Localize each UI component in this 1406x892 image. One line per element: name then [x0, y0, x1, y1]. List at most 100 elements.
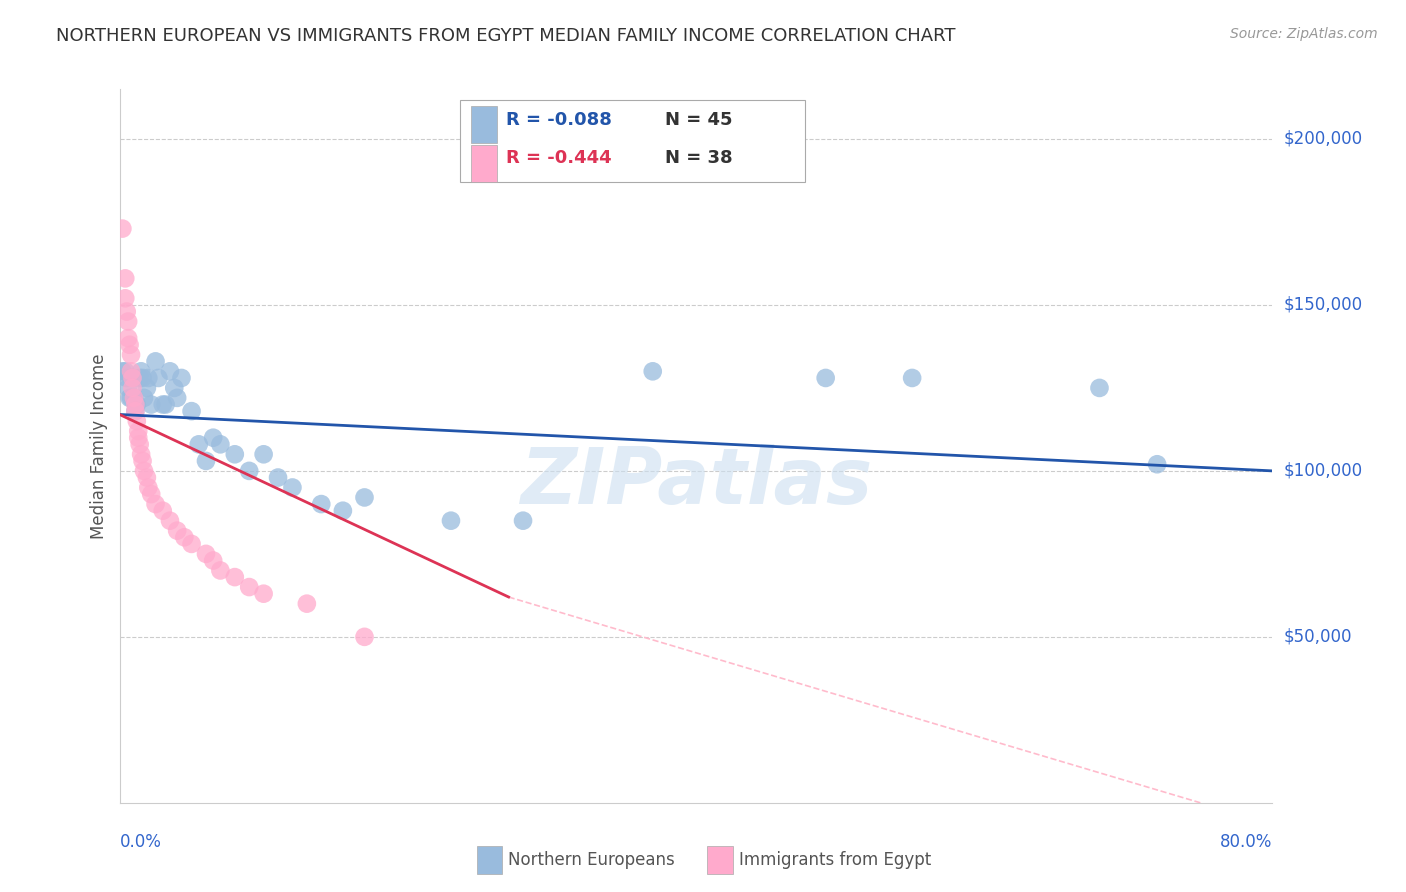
Point: [155, 397, 177, 411]
Text: N = 38: N = 38: [665, 150, 733, 168]
Point: [159, 514, 181, 528]
Point: [145, 497, 167, 511]
Point: [121, 381, 143, 395]
Point: [332, 504, 354, 518]
Point: [202, 553, 225, 567]
Point: [141, 397, 163, 411]
Point: [141, 487, 163, 501]
Point: [309, 497, 333, 511]
Point: [124, 404, 146, 418]
Point: [253, 447, 276, 461]
Point: [115, 304, 138, 318]
Point: [135, 381, 157, 395]
Point: [180, 537, 202, 551]
Point: [129, 364, 152, 378]
Point: [295, 597, 318, 611]
Point: [267, 470, 290, 484]
Text: R = -0.088: R = -0.088: [506, 111, 612, 128]
Point: [138, 481, 160, 495]
Point: [152, 397, 174, 411]
Point: [148, 371, 170, 385]
Point: [131, 454, 153, 468]
Text: R = -0.444: R = -0.444: [506, 150, 612, 168]
Point: [120, 364, 142, 378]
Point: [170, 371, 193, 385]
Point: [129, 447, 152, 461]
Point: [118, 338, 141, 352]
Point: [166, 391, 188, 405]
Point: [115, 371, 138, 385]
Point: [152, 504, 174, 518]
Point: [253, 587, 276, 601]
Point: [641, 364, 664, 378]
Text: ZIPatlas: ZIPatlas: [520, 443, 872, 520]
Point: [117, 381, 139, 395]
Point: [901, 371, 924, 385]
Point: [224, 447, 246, 461]
Point: [512, 514, 534, 528]
Text: Northern Europeans: Northern Europeans: [508, 851, 675, 869]
Point: [132, 391, 155, 405]
Point: [187, 437, 209, 451]
Point: [124, 397, 146, 411]
Point: [209, 437, 232, 451]
Point: [120, 348, 142, 362]
Text: $200,000: $200,000: [1284, 130, 1362, 148]
Y-axis label: Median Family Income: Median Family Income: [90, 353, 108, 539]
Point: [281, 481, 304, 495]
Bar: [477, 846, 502, 874]
Point: [124, 404, 146, 418]
Point: [135, 470, 157, 484]
Point: [440, 514, 463, 528]
Point: [138, 371, 160, 385]
Point: [814, 371, 837, 385]
Point: [114, 291, 136, 305]
Point: [114, 364, 136, 378]
Point: [117, 331, 139, 345]
Point: [128, 371, 150, 385]
Text: $50,000: $50,000: [1284, 628, 1353, 646]
Point: [127, 431, 149, 445]
Point: [159, 364, 181, 378]
Point: [132, 464, 155, 478]
Text: 80.0%: 80.0%: [1220, 833, 1272, 851]
Point: [166, 524, 188, 538]
Point: [127, 424, 149, 438]
Point: [209, 564, 232, 578]
Point: [173, 530, 195, 544]
Point: [194, 547, 217, 561]
Text: Source: ZipAtlas.com: Source: ZipAtlas.com: [1230, 27, 1378, 41]
Bar: [707, 846, 733, 874]
FancyBboxPatch shape: [460, 100, 806, 182]
Point: [111, 221, 134, 235]
Point: [121, 371, 143, 385]
Point: [145, 354, 167, 368]
Point: [238, 580, 260, 594]
Point: [194, 454, 217, 468]
Point: [1088, 381, 1111, 395]
Point: [121, 371, 143, 385]
Point: [118, 391, 141, 405]
Text: N = 45: N = 45: [665, 111, 733, 128]
Text: $150,000: $150,000: [1284, 296, 1362, 314]
Point: [353, 630, 375, 644]
Bar: [471, 106, 496, 143]
Point: [1146, 457, 1168, 471]
Point: [117, 314, 139, 328]
Text: NORTHERN EUROPEAN VS IMMIGRANTS FROM EGYPT MEDIAN FAMILY INCOME CORRELATION CHAR: NORTHERN EUROPEAN VS IMMIGRANTS FROM EGY…: [56, 27, 956, 45]
Bar: [471, 145, 496, 182]
Point: [120, 391, 142, 405]
Point: [125, 414, 148, 428]
Point: [353, 491, 375, 505]
Text: 0.0%: 0.0%: [120, 833, 162, 851]
Point: [128, 437, 150, 451]
Text: $100,000: $100,000: [1284, 462, 1362, 480]
Text: Immigrants from Egypt: Immigrants from Egypt: [738, 851, 931, 869]
Point: [114, 271, 136, 285]
Point: [131, 371, 153, 385]
Point: [180, 404, 202, 418]
Point: [202, 431, 225, 445]
Point: [122, 391, 145, 405]
Point: [163, 381, 186, 395]
Point: [122, 391, 145, 405]
